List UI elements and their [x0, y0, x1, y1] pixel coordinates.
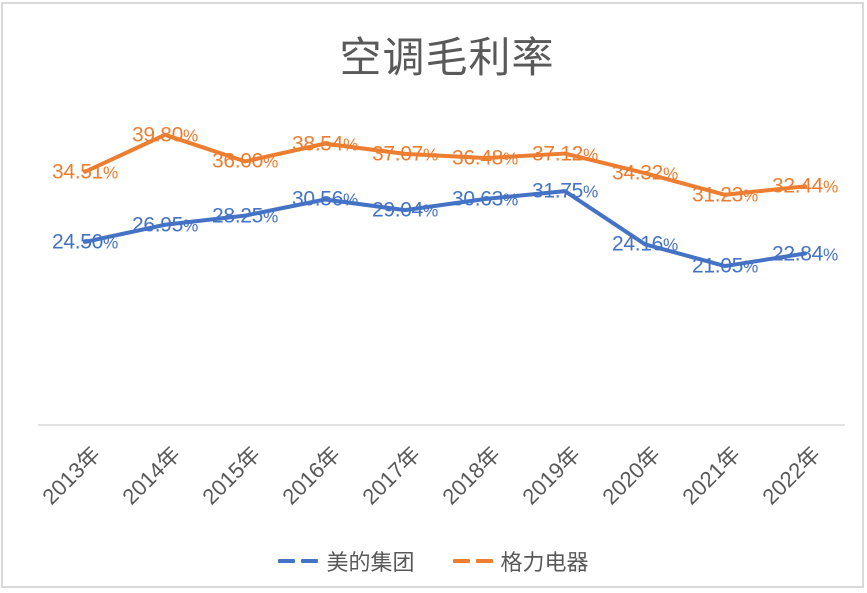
legend-label-gree: 格力电器 [500, 550, 589, 575]
midea-line-sample-icon [278, 559, 296, 563]
data-label-midea: 24.16% [611, 232, 679, 256]
data-label-midea: 29.04% [371, 198, 439, 222]
data-label-midea: 28.25% [211, 204, 279, 228]
data-label-gree: 34.51% [51, 160, 119, 184]
data-label-gree: 34.32% [611, 161, 679, 185]
data-label-gree: 37.12% [531, 142, 599, 166]
data-label-gree: 38.54% [291, 132, 359, 156]
midea-line-sample-icon [301, 559, 319, 563]
data-label-midea: 21.05% [691, 254, 759, 278]
legend-label-midea: 美的集团 [326, 550, 415, 575]
data-label-midea: 22.84% [771, 242, 839, 266]
chart-title: 空调毛利率 [339, 34, 555, 81]
data-label-midea: 31.75% [531, 179, 599, 203]
data-label-gree: 36.00% [211, 149, 279, 173]
data-label-gree: 39.80% [131, 123, 199, 147]
data-label-gree: 32.44% [771, 174, 839, 198]
legend-item-gree: 格力电器 [452, 545, 589, 577]
legend: 美的集团 格力电器 [0, 545, 867, 577]
series-line-gree [83, 132, 807, 197]
data-label-midea: 30.56% [291, 187, 359, 211]
series-line-midea [83, 189, 807, 269]
data-label-midea: 26.95% [131, 213, 199, 237]
data-label-midea: 30.63% [451, 187, 519, 211]
legend-item-midea: 美的集团 [278, 545, 415, 577]
data-label-midea: 24.50% [51, 230, 119, 254]
gree-line-sample-icon [452, 559, 470, 563]
gree-line-sample-icon [475, 559, 493, 563]
data-label-gree: 37.07% [371, 142, 439, 166]
data-label-gree: 31.23% [691, 183, 759, 207]
data-label-gree: 36.48% [451, 146, 519, 170]
